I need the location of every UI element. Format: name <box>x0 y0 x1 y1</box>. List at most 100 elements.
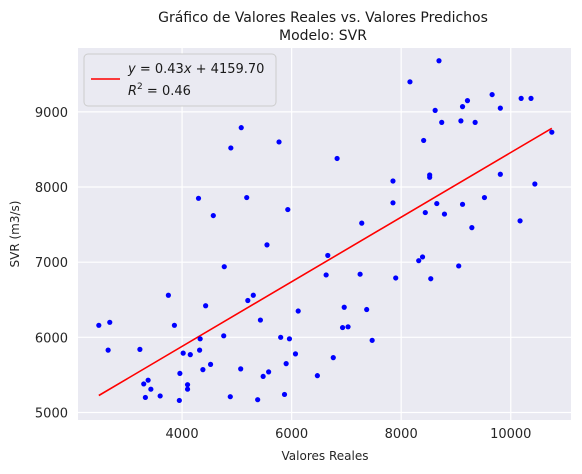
data-point <box>549 129 555 135</box>
data-point <box>456 263 462 269</box>
chart-subtitle: Modelo: SVR <box>279 28 367 44</box>
legend-eq-rhs-b: + 4159.70 <box>192 62 265 77</box>
data-point <box>325 252 331 259</box>
data-point <box>286 336 293 342</box>
data-point <box>281 391 288 398</box>
data-point <box>221 333 227 339</box>
grid-lines <box>78 48 571 420</box>
x-axis-label: Valores Reales <box>282 449 369 463</box>
data-point <box>145 377 151 383</box>
legend-equation: y = 0.43x + 4159.70 <box>127 62 264 77</box>
data-point <box>330 355 336 361</box>
data-point <box>421 137 427 144</box>
data-point <box>197 336 203 342</box>
data-point <box>489 91 495 98</box>
data-point <box>250 292 256 298</box>
legend-eq-rhs-a: = 0.43 <box>136 62 184 77</box>
data-point <box>210 212 216 219</box>
y-tick-label: 8000 <box>35 181 68 196</box>
data-point <box>419 254 426 260</box>
y-tick-label: 9000 <box>35 106 68 121</box>
data-point <box>464 98 471 104</box>
data-point <box>427 172 433 178</box>
data-point <box>266 369 272 375</box>
data-point <box>497 171 503 177</box>
data-point <box>517 218 523 224</box>
data-point <box>227 394 233 400</box>
legend: y = 0.43x + 4159.70 R2 = 0.46 <box>83 53 277 107</box>
data-point <box>203 303 209 309</box>
data-point <box>283 361 289 367</box>
data-point <box>137 346 143 352</box>
data-point <box>459 201 466 207</box>
data-point <box>257 317 264 323</box>
data-point <box>197 347 203 353</box>
data-points <box>96 58 555 404</box>
data-point <box>221 264 227 270</box>
data-point <box>390 200 396 206</box>
data-point <box>157 393 163 399</box>
data-point <box>264 242 270 248</box>
legend-eq-var: x <box>183 62 192 77</box>
data-point <box>96 322 102 328</box>
data-point <box>177 370 183 377</box>
legend-r2-base: R <box>128 84 137 99</box>
regression-line <box>98 127 553 397</box>
data-point <box>364 306 370 313</box>
data-point <box>238 125 244 131</box>
y-tick-label: 6000 <box>35 331 68 346</box>
data-point <box>518 95 524 101</box>
data-point <box>228 145 234 151</box>
data-point <box>314 373 320 379</box>
data-point <box>428 276 434 282</box>
data-point <box>472 119 478 125</box>
data-point <box>292 351 299 357</box>
data-point <box>393 275 399 281</box>
regression-line-group <box>98 127 553 397</box>
data-point <box>295 308 301 314</box>
data-point <box>390 178 396 184</box>
y-axis-label: SVR (m3/s) <box>8 201 22 268</box>
data-point <box>339 324 346 331</box>
data-point <box>458 118 464 124</box>
data-point <box>107 319 113 325</box>
data-point <box>369 337 375 343</box>
data-point <box>434 200 440 207</box>
x-tick-label: 4000 <box>166 427 199 442</box>
data-point <box>345 324 351 330</box>
x-tick-label: 6000 <box>275 427 308 442</box>
data-point <box>187 352 193 358</box>
data-point <box>200 367 206 373</box>
data-point <box>207 361 214 367</box>
data-point <box>276 139 282 145</box>
data-point <box>165 292 171 298</box>
data-point <box>141 381 147 387</box>
data-point <box>532 181 538 187</box>
data-point <box>528 95 534 101</box>
data-point <box>422 209 428 216</box>
data-point <box>255 397 261 403</box>
data-point <box>436 58 442 64</box>
data-point <box>481 194 488 201</box>
data-point <box>171 322 178 328</box>
x-tick-label: 8000 <box>385 427 418 442</box>
data-point <box>142 394 148 401</box>
legend-box <box>83 53 277 107</box>
y-tick-label: 7000 <box>35 256 68 271</box>
data-point <box>148 386 154 392</box>
data-point <box>195 195 202 201</box>
legend-r-squared: R2 = 0.46 <box>128 82 191 99</box>
plot-area <box>78 48 571 420</box>
data-point <box>497 105 503 111</box>
data-point <box>245 297 251 304</box>
data-point <box>439 119 445 125</box>
y-tick-label: 5000 <box>35 406 68 421</box>
data-point <box>407 79 413 85</box>
data-point <box>441 211 448 217</box>
data-point <box>285 206 291 213</box>
data-point <box>260 373 266 380</box>
data-point <box>184 382 191 388</box>
legend-r2-exp: 2 <box>137 82 143 92</box>
data-point <box>341 304 347 310</box>
data-point <box>244 194 250 201</box>
